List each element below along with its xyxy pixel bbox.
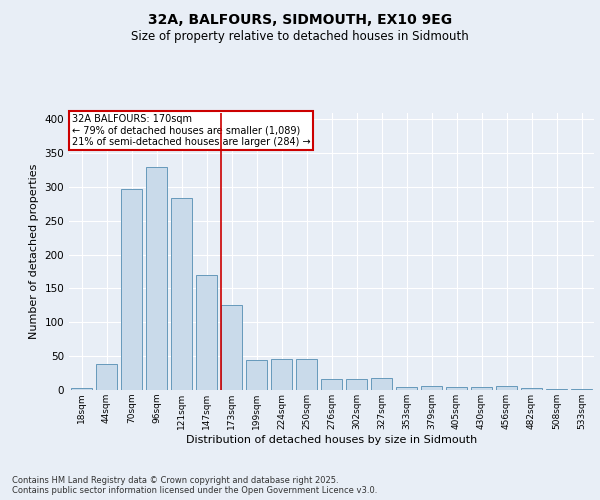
Text: Contains HM Land Registry data © Crown copyright and database right 2025.
Contai: Contains HM Land Registry data © Crown c… (12, 476, 377, 495)
Bar (346, 379, 367, 390)
Text: 32A BALFOURS: 170sqm
← 79% of detached houses are smaller (1,089)
21% of semi-de: 32A BALFOURS: 170sqm ← 79% of detached h… (71, 114, 310, 147)
Bar (271, 359, 292, 390)
Text: 32A, BALFOURS, SIDMOUTH, EX10 9EG: 32A, BALFOURS, SIDMOUTH, EX10 9EG (148, 12, 452, 26)
Bar (471, 388, 492, 390)
Bar (71, 388, 92, 390)
Bar (321, 379, 342, 390)
Bar (496, 386, 517, 390)
Bar (296, 359, 317, 390)
Bar (246, 360, 267, 390)
Bar (96, 364, 117, 390)
Bar (396, 388, 417, 390)
Text: Size of property relative to detached houses in Sidmouth: Size of property relative to detached ho… (131, 30, 469, 43)
Bar (121, 189, 142, 390)
Bar (446, 388, 467, 390)
Y-axis label: Number of detached properties: Number of detached properties (29, 164, 39, 339)
Bar (421, 386, 442, 390)
Bar (221, 306, 242, 390)
Bar (571, 388, 592, 390)
Bar (371, 378, 392, 390)
X-axis label: Distribution of detached houses by size in Sidmouth: Distribution of detached houses by size … (186, 434, 477, 444)
Bar (521, 388, 542, 390)
Bar (171, 198, 192, 390)
Bar (196, 275, 217, 390)
Bar (146, 166, 167, 390)
